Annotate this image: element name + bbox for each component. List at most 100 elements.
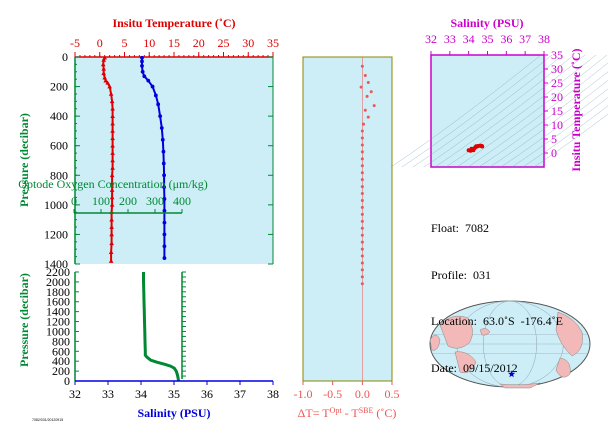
oxygen-plot-background bbox=[75, 272, 273, 381]
salinity-tick-label: 35 bbox=[168, 387, 180, 401]
ts-salinity-tick-label: 38 bbox=[538, 32, 550, 46]
pressure-tick-label: 200 bbox=[50, 80, 68, 94]
oxygen-pressure-tick-label: 1400 bbox=[46, 305, 70, 319]
delta-point bbox=[360, 282, 364, 286]
delta-point bbox=[360, 171, 364, 175]
salinity-tick-label: 34 bbox=[135, 387, 147, 401]
ts-isopycnal bbox=[467, 62, 608, 168]
pressure-tick-label: 1200 bbox=[44, 227, 68, 241]
ts-salinity-axis-title: Salinity (PSU) bbox=[450, 16, 523, 30]
delta-point bbox=[360, 185, 364, 189]
temperature-tick-label: 5 bbox=[122, 36, 128, 50]
oxygen-axis-title: Optode Oxygen Concentration (μm/kg) bbox=[18, 177, 207, 191]
profile-plot-background bbox=[75, 57, 273, 264]
oxygen-pressure-tick-label: 400 bbox=[52, 354, 70, 368]
oxygen-pressure-tick-label: 2000 bbox=[46, 275, 70, 289]
oxygen-profile-line bbox=[142, 272, 181, 382]
salinity-tick-label: 36 bbox=[201, 387, 213, 401]
salinity-point bbox=[162, 173, 167, 178]
pressure-axis-title: Pressure (decibar) bbox=[17, 113, 31, 207]
ts-isopycnal bbox=[533, 113, 608, 168]
temperature-point bbox=[107, 84, 112, 89]
delta-point bbox=[360, 178, 364, 182]
salinity-axis-title: Salinity (PSU) bbox=[137, 406, 210, 420]
temperature-point bbox=[109, 217, 114, 222]
float-location-star bbox=[508, 370, 516, 378]
ts-temp-tick-label: 25 bbox=[551, 76, 563, 90]
map-land bbox=[479, 328, 491, 336]
ts-isopycnal bbox=[390, 54, 542, 168]
salinity-point bbox=[140, 69, 145, 74]
salinity-point bbox=[159, 126, 164, 130]
temperature-point bbox=[108, 249, 114, 254]
delta-tick-label: -1.0 bbox=[294, 387, 313, 401]
ts-point bbox=[474, 144, 479, 149]
pressure-tick-label: 1000 bbox=[44, 198, 68, 212]
temperature-point bbox=[110, 128, 115, 133]
delta-point bbox=[362, 122, 366, 126]
temperature-point bbox=[109, 187, 115, 192]
temperature-axis-title: Insitu Temperature (˚C) bbox=[112, 16, 235, 30]
temperature-point bbox=[109, 180, 115, 185]
salinity-point bbox=[153, 93, 158, 98]
ts-isopycnal bbox=[423, 54, 575, 168]
salinity-tick-label: 37 bbox=[234, 387, 246, 401]
ts-isopycnal bbox=[489, 80, 608, 168]
temperature-point bbox=[109, 195, 115, 200]
salinity-point bbox=[161, 161, 166, 166]
salinity-point bbox=[162, 256, 167, 260]
temperature-tick-label: 20 bbox=[193, 36, 205, 50]
temperature-point bbox=[110, 165, 115, 170]
ts-isopycnal bbox=[445, 54, 597, 168]
map-land bbox=[429, 334, 441, 351]
delta-point bbox=[360, 164, 364, 168]
oxygen-pressure-tick-label: 200 bbox=[52, 364, 70, 378]
float-info-block: Float: 7082 Profile: 031 Location: 63.0˚… bbox=[431, 190, 563, 392]
temperature-tick-label: 25 bbox=[218, 36, 230, 50]
salinity-point bbox=[162, 197, 167, 201]
temperature-tick-label: -5 bbox=[70, 36, 80, 50]
temperature-point bbox=[110, 106, 115, 111]
salinity-tick-label: 38 bbox=[267, 387, 279, 401]
salinity-point bbox=[150, 84, 155, 89]
temperature-point bbox=[105, 80, 110, 85]
ts-temp-axis-title: Insitu Temperature (˚C) bbox=[569, 48, 583, 171]
delta-point bbox=[365, 94, 369, 98]
delta-point bbox=[360, 198, 364, 202]
temperature-point bbox=[109, 224, 114, 229]
ts-temp-tick-label: 0 bbox=[551, 146, 557, 160]
delta-point bbox=[372, 104, 376, 108]
temperature-tick-label: 0 bbox=[97, 36, 103, 50]
ts-diagram-panel: 32 33 34 35 36 37 38 Salinity (PSU) 051015202530… bbox=[390, 16, 608, 172]
profile-number-text: Profile: 031 bbox=[431, 267, 491, 282]
temperature-point bbox=[101, 70, 107, 76]
pressure-tick-label: 0 bbox=[62, 50, 68, 64]
delta-point bbox=[360, 261, 364, 265]
temperature-point bbox=[108, 91, 114, 96]
oxygen-pressure-tick-label: 1800 bbox=[46, 285, 70, 299]
delta-point bbox=[360, 157, 364, 161]
date-text: Date: 09/15/2012 bbox=[431, 360, 518, 375]
delta-point bbox=[360, 64, 364, 68]
salinity-point bbox=[162, 185, 167, 190]
ts-isopycnal bbox=[456, 54, 608, 168]
ts-isopycnal bbox=[412, 54, 564, 168]
delta-plot-background bbox=[302, 56, 393, 382]
ts-temp-tick-label: 20 bbox=[551, 90, 563, 104]
salinity-tick-label: 32 bbox=[69, 387, 81, 401]
ts-isopycnal bbox=[500, 88, 608, 168]
delta-point bbox=[369, 90, 373, 94]
delta-point bbox=[363, 108, 367, 112]
temperature-point bbox=[109, 98, 115, 104]
ts-salinity-tick-label: 37 bbox=[519, 32, 531, 46]
temperature-point bbox=[100, 61, 106, 67]
float-id-text: Float: 7082 bbox=[431, 221, 490, 235]
salinity-point bbox=[156, 102, 161, 107]
delta-point bbox=[360, 205, 364, 209]
delta-point bbox=[360, 240, 364, 244]
ts-point bbox=[469, 146, 474, 151]
delta-point bbox=[359, 85, 363, 89]
temperature-point bbox=[110, 121, 115, 126]
